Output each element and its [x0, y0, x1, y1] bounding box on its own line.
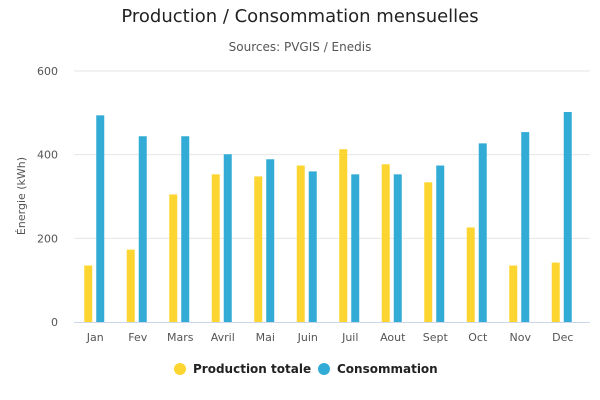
bar-production	[126, 249, 135, 322]
x-tick-label: Jan	[86, 331, 104, 344]
y-tick-label: 0	[51, 316, 58, 329]
bar-production	[84, 265, 93, 322]
bar-production	[424, 182, 433, 322]
bar-production	[211, 174, 220, 322]
y-tick-label: 200	[37, 232, 58, 245]
bar-production	[254, 176, 263, 322]
bar-consommation	[266, 159, 275, 322]
y-axis-label: Énergie (kWh)	[15, 157, 28, 235]
bar-production	[509, 265, 518, 322]
bar-consommation	[521, 132, 530, 322]
x-tick-label: Aout	[380, 331, 406, 344]
x-tick-label: Avril	[211, 331, 235, 344]
chart-subtitle: Sources: PVGIS / Enedis	[228, 40, 372, 54]
bar-consommation	[393, 174, 402, 322]
bar-consommation	[351, 174, 360, 322]
bar-consommation	[181, 136, 190, 322]
bar-consommation	[478, 143, 487, 322]
bar-production	[381, 164, 390, 322]
bar-production	[339, 149, 348, 322]
bar-consommation	[308, 171, 317, 322]
x-tick-label: Juil	[341, 331, 358, 344]
chart-title: Production / Consommation mensuelles	[121, 6, 479, 27]
x-tick-label: Mai	[256, 331, 275, 344]
x-tick-label: Fev	[128, 331, 147, 344]
x-tick-label: Nov	[510, 331, 532, 344]
bar-consommation	[563, 111, 572, 322]
legend-label: Production totale	[193, 362, 311, 376]
legend-label: Consommation	[337, 362, 438, 376]
bar-consommation	[96, 115, 105, 323]
x-tick-label: Oct	[468, 331, 488, 344]
bar-production	[296, 165, 305, 322]
bar-consommation	[436, 165, 445, 322]
y-tick-label: 600	[37, 65, 58, 78]
y-tick-label: 400	[37, 149, 58, 162]
bar-consommation	[138, 136, 147, 322]
bar-production	[466, 227, 475, 322]
bar-consommation	[223, 154, 232, 322]
legend-marker-consommation	[318, 363, 330, 375]
x-tick-label: Juin	[297, 331, 318, 344]
x-tick-label: Sept	[423, 331, 449, 344]
x-tick-label: Mars	[167, 331, 194, 344]
legend-marker-production	[174, 363, 186, 375]
bar-production	[169, 194, 178, 322]
x-tick-label: Dec	[552, 331, 573, 344]
bar-production	[551, 262, 560, 322]
